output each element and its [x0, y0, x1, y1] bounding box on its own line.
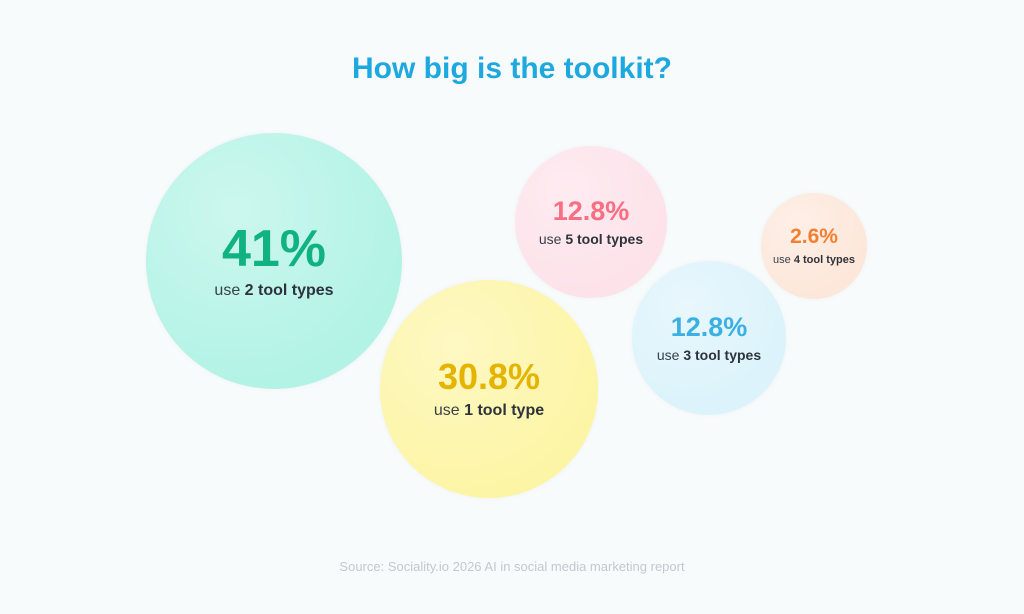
bubble-5: 2.6% use 4 tool types: [761, 193, 867, 299]
bubble-label: use 1 tool type: [434, 402, 544, 420]
bubble-4: 12.8% use 3 tool types: [632, 261, 786, 415]
bubble-percent: 12.8%: [670, 311, 748, 342]
label-prefix: use: [538, 231, 562, 248]
bubble-percent: 30.8%: [437, 356, 541, 398]
label-bold: 4 tool types: [793, 254, 855, 267]
bubble-1: 41% use 2 tool types: [146, 133, 402, 389]
source-note: Source: Sociality.io 2026 AI in social m…: [339, 559, 685, 574]
label-prefix: use: [433, 401, 460, 419]
bubble-label: use 3 tool types: [657, 347, 761, 363]
bubble-percent: 41%: [221, 219, 327, 278]
bubble-2: 30.8% use 1 tool type: [380, 280, 598, 498]
label-bold: 3 tool types: [683, 347, 762, 364]
bubble-label: use 5 tool types: [539, 231, 643, 247]
label-bold: 2 tool types: [244, 282, 334, 300]
bubble-percent: 12.8%: [552, 195, 630, 226]
chart-title: How big is the toolkit?: [352, 52, 672, 85]
bubble-label: use 4 tool types: [773, 254, 855, 266]
bubble-3: 12.8% use 5 tool types: [515, 146, 667, 298]
label-bold: 1 tool type: [464, 401, 545, 419]
label-prefix: use: [773, 254, 791, 267]
label-prefix: use: [656, 347, 680, 364]
label-bold: 5 tool types: [565, 231, 644, 248]
bubble-percent: 2.6%: [790, 224, 838, 248]
bubble-label: use 2 tool types: [214, 282, 333, 300]
label-prefix: use: [214, 282, 241, 300]
